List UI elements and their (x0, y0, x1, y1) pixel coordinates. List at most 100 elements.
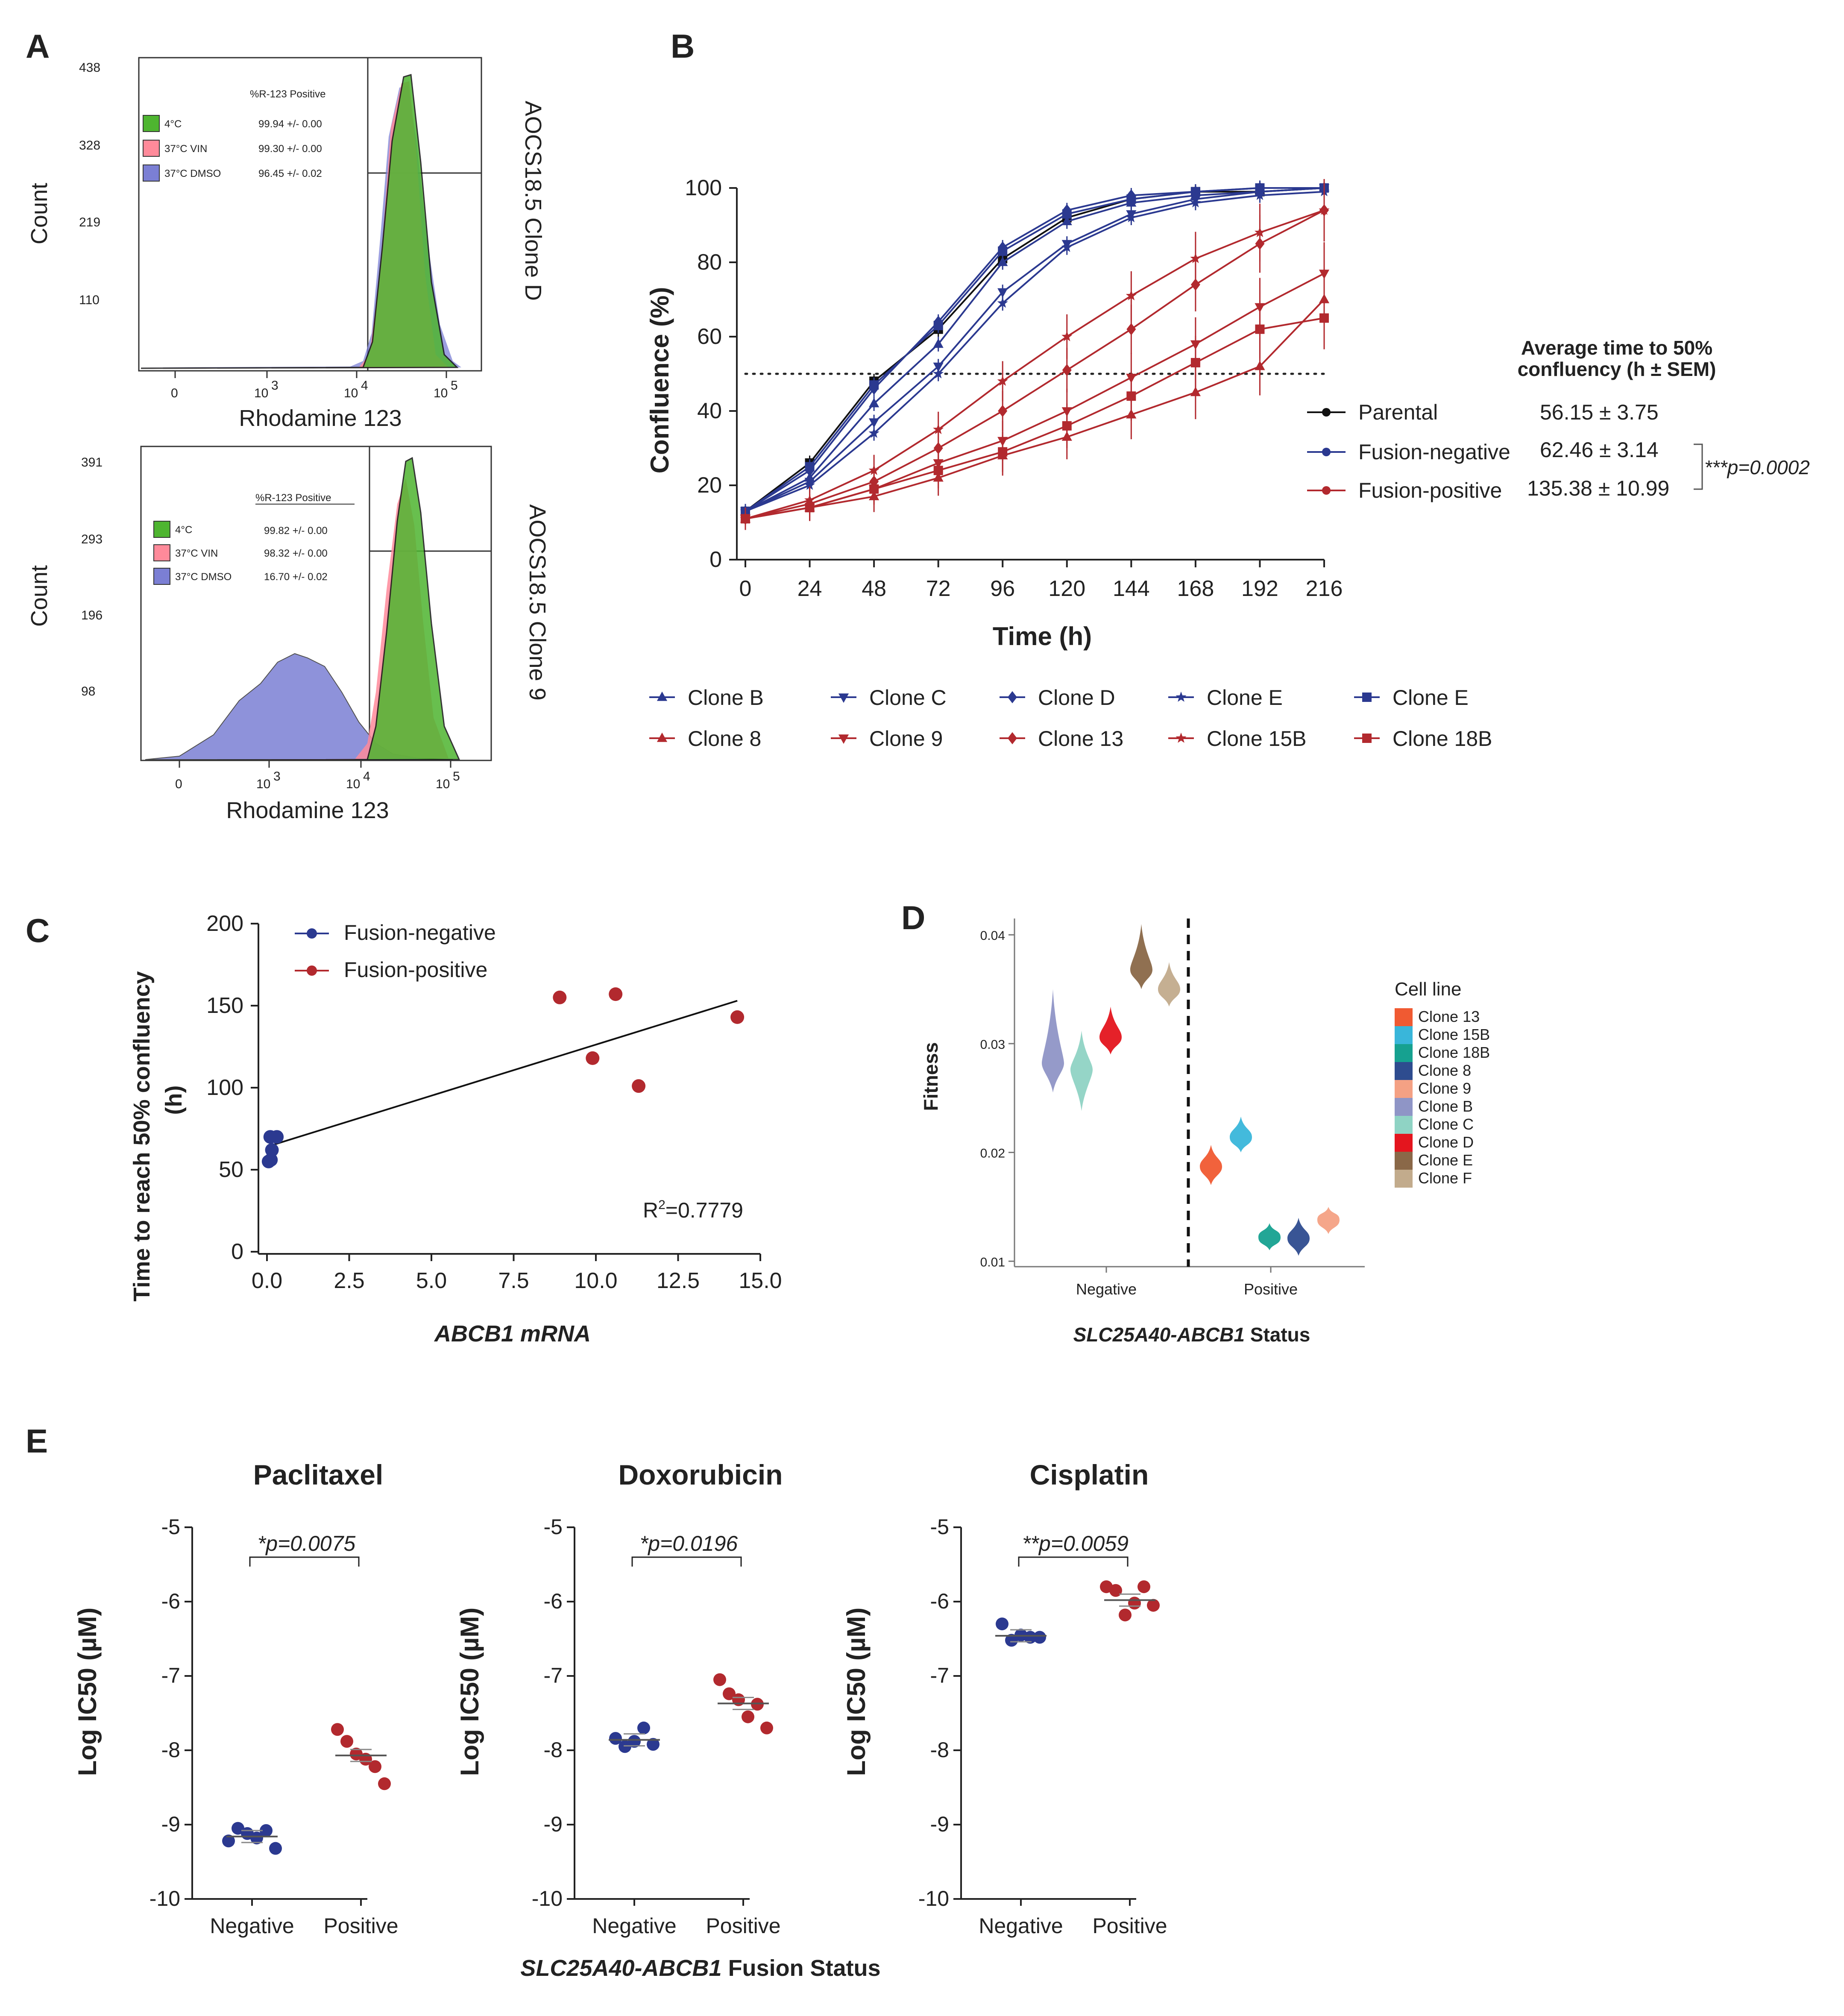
y-axis-label: Count (26, 565, 52, 627)
x-tick-label: 72 (926, 576, 951, 601)
y-tick-label: -7 (930, 1664, 949, 1687)
data-point (1147, 1599, 1160, 1612)
summary-label: Parental (1358, 400, 1438, 424)
data-point (628, 1735, 641, 1748)
y-tick-label: -5 (544, 1515, 563, 1539)
panel-c-y-label-1: Time to reach 50% confluency (129, 971, 155, 1301)
xtick: 10 (346, 777, 360, 791)
legend-label: Clone 15B (1418, 1026, 1490, 1043)
x-tick-label: Negative (210, 1914, 294, 1938)
data-point (933, 320, 943, 330)
y-axis-label: Log IC50 (µM) (842, 1608, 871, 1776)
data-point (619, 1740, 631, 1753)
x-tick-label: 168 (1177, 576, 1214, 601)
x-axis-label: Rhodamine 123 (239, 405, 402, 431)
x-tick-label: Negative (592, 1914, 676, 1938)
xtick: 0 (171, 386, 178, 400)
violin (1158, 962, 1180, 1007)
ytick: 196 (81, 608, 103, 622)
summary-title-1: Average time to 50% (1521, 337, 1712, 359)
data-point (1126, 323, 1136, 335)
violin (1317, 1206, 1340, 1234)
data-point (933, 338, 944, 348)
xtick: 10 (344, 386, 358, 400)
data-point (1255, 183, 1265, 193)
data-point (997, 376, 1008, 386)
panel-d-legend-title: Cell line (1395, 979, 1462, 1000)
y-tick-label: -6 (161, 1589, 180, 1613)
legend-title: %R-123 Positive (250, 88, 325, 100)
data-point (586, 1051, 600, 1065)
y-tick-label: -8 (544, 1738, 563, 1762)
p-value: **p=0.0059 (1022, 1532, 1129, 1555)
legend-swatch (1395, 1170, 1413, 1188)
y-tick-label: -6 (930, 1589, 949, 1613)
summary-value: 62.46 ± 3.14 (1540, 438, 1659, 462)
y-tick-label: 0 (709, 547, 722, 572)
x-tick-label: 15.0 (739, 1268, 782, 1293)
data-point (804, 479, 815, 490)
xtick-exp: 3 (273, 769, 281, 784)
y-tick-label: -6 (544, 1589, 563, 1613)
legend-label: 37°C VIN (175, 548, 218, 559)
panel-b-letter: B (671, 27, 695, 65)
series-line (745, 187, 1325, 512)
data-point (1190, 358, 1200, 367)
violin (1099, 1007, 1122, 1055)
x-tick-label: 48 (862, 576, 886, 601)
y-tick-label: 40 (697, 399, 722, 423)
legend-value: 99.30 +/- 0.00 (258, 143, 322, 155)
data-point (1137, 1580, 1150, 1593)
panel-e-letter: E (26, 1422, 48, 1460)
plot-title: Paclitaxel (253, 1459, 384, 1491)
legend-label: Clone F (1418, 1169, 1472, 1187)
x-axis-label: Rhodamine 123 (226, 798, 389, 823)
legend-swatch (153, 568, 170, 585)
series-line (745, 191, 1325, 512)
y-tick-label: 50 (219, 1157, 243, 1182)
y-tick-label: 0.03 (980, 1038, 1005, 1052)
data-point (998, 405, 1008, 417)
legend-value: 96.45 +/- 0.02 (258, 168, 322, 179)
data-point (1119, 1608, 1132, 1622)
legend-label: 37°C VIN (164, 143, 207, 155)
legend-label: Clone 9 (1418, 1080, 1471, 1097)
legend-value: 16.70 +/- 0.02 (264, 571, 328, 583)
significance-bracket (1018, 1556, 1129, 1567)
data-point (1033, 1631, 1046, 1644)
legend-label: 4°C (175, 524, 192, 536)
legend-label: Clone 18B (1393, 727, 1492, 751)
legend-value: 99.82 +/- 0.00 (264, 525, 328, 537)
summary-legend: Parental 56.15 ± 3.75 Fusion-negative 62… (1307, 400, 1810, 502)
significance-bracket (631, 1556, 742, 1567)
summary-value: 135.38 ± 10.99 (1527, 476, 1669, 500)
data-point (260, 1824, 273, 1837)
x-tick-label: 24 (797, 576, 822, 601)
series-line (745, 317, 1325, 520)
panel-e-ic50: Paclitaxel -5 -6 -7 -8 -9 -10 Negative Positive L… (73, 1459, 1167, 1938)
legend-swatch (143, 164, 160, 182)
violin (1230, 1116, 1252, 1153)
legend-label: Clone B (1418, 1098, 1473, 1115)
legend-marker (1008, 732, 1017, 745)
data-point (340, 1735, 353, 1748)
y-axis-label: Count (26, 183, 52, 244)
legend-label: Clone 18B (1418, 1044, 1490, 1061)
xtick-exp: 5 (453, 769, 460, 784)
y-tick-label: 0 (231, 1239, 243, 1264)
x-tick-label: 144 (1113, 576, 1150, 601)
data-point (232, 1822, 244, 1835)
p-value: *p=0.0075 (258, 1532, 356, 1555)
summary-title-2: confluency (h ± SEM) (1518, 358, 1716, 380)
data-point (1062, 209, 1072, 219)
data-point (609, 987, 623, 1001)
series-line (745, 187, 1325, 512)
y-tick-label: 0.01 (980, 1255, 1005, 1269)
data-point (1190, 387, 1201, 396)
data-point (1255, 361, 1265, 370)
ytick: 391 (81, 455, 103, 470)
legend-swatch (1395, 1044, 1413, 1062)
x-tick-label: 192 (1241, 576, 1278, 601)
data-point (1126, 212, 1137, 223)
